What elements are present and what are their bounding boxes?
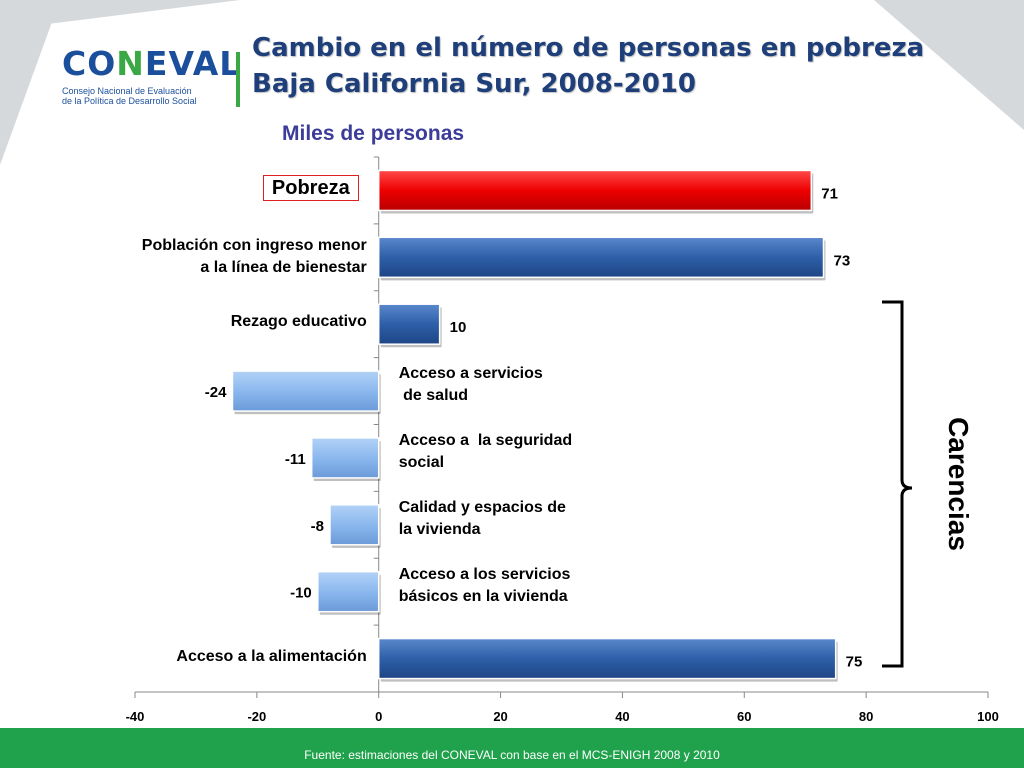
source-note: Fuente: estimaciones del CONEVAL con bas…	[304, 748, 720, 762]
bar	[310, 437, 380, 479]
value-label: 71	[821, 185, 838, 202]
coneval-logo: CONEVAL Consejo Nacional de Evaluación d…	[62, 44, 242, 116]
bar	[377, 169, 813, 212]
category-label: Pobreza	[262, 175, 359, 202]
logo-wordmark: CONEVAL	[62, 44, 242, 83]
value-label: 73	[833, 252, 850, 269]
bar	[231, 370, 380, 412]
x-tick-label: 40	[615, 709, 629, 724]
value-label: -11	[285, 451, 306, 468]
bar	[377, 303, 441, 345]
category-label: Rezago educativo	[230, 313, 367, 331]
pobreza-label-box: Pobreza	[262, 175, 359, 202]
bar	[329, 504, 380, 546]
x-tick-label: 100	[977, 709, 999, 724]
category-label: Acceso a servicios de salud	[398, 365, 543, 405]
corner-decoration-left-top	[0, 0, 240, 30]
category-label: Calidad y espacios de la vivienda	[398, 498, 566, 538]
category-label: Población con ingreso menor a la línea de…	[141, 237, 367, 277]
category-label: Acceso a la alimentación	[176, 647, 367, 665]
bar	[377, 236, 825, 279]
x-tick-label: 80	[859, 709, 873, 724]
corner-decoration-right	[874, 0, 1024, 130]
bar-chart: -40 -20 0 20 40 60 80 100 71 73 10 -24 -11 -8 -10 75	[126, 156, 999, 724]
carencias-label: Carencias	[943, 417, 974, 551]
value-label: -10	[290, 585, 312, 602]
category-label: Acceso a los servicios básicos en la vivi…	[398, 565, 571, 605]
page-title: Cambio en el número de personas en pobre…	[252, 30, 924, 102]
title-line-2: Baja California Sur, 2008-2010	[252, 69, 697, 99]
category-label: Acceso a la seguridad social	[398, 431, 573, 471]
x-tick-label: -20	[247, 709, 266, 724]
value-label: -24	[205, 384, 227, 401]
x-tick-label: 60	[737, 709, 751, 724]
footer-bar	[0, 728, 1024, 768]
x-tick-label: -40	[126, 709, 145, 724]
value-label: 10	[450, 319, 467, 336]
title-line-1: Cambio en el número de personas en pobre…	[252, 33, 925, 63]
x-tick-label: 0	[375, 709, 382, 724]
bar	[317, 570, 380, 613]
x-tick-label: 20	[493, 709, 507, 724]
carencias-brace	[882, 300, 913, 668]
logo-divider	[236, 52, 240, 107]
logo-subtitle-2: de la Política de Desarrollo Social	[62, 96, 197, 106]
bar	[377, 637, 837, 680]
chart-subtitle: Miles de personas	[282, 122, 465, 145]
value-label: -8	[311, 518, 324, 535]
value-label: 75	[846, 654, 863, 671]
logo-subtitle-1: Consejo Nacional de Evaluación	[62, 86, 192, 96]
